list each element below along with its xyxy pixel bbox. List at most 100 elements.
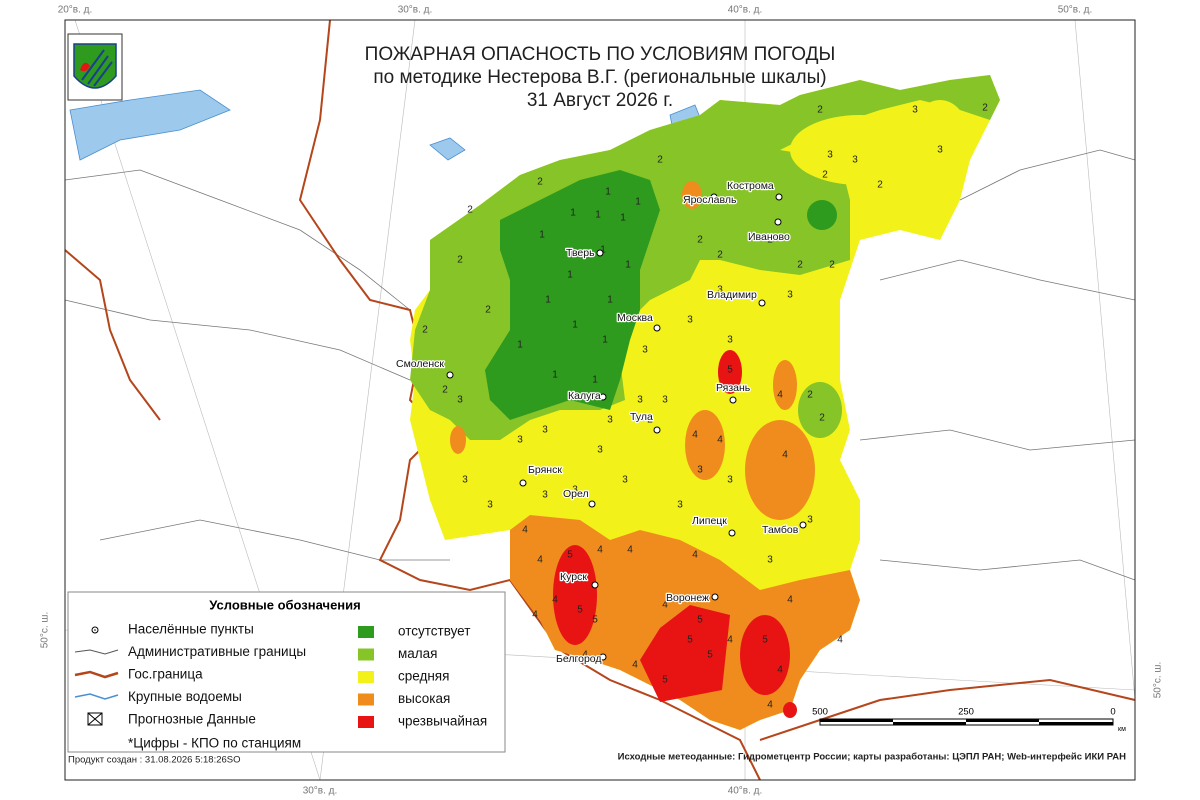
station-value: 2 xyxy=(822,170,828,181)
station-value: 2 xyxy=(647,415,653,426)
station-value: 1 xyxy=(592,375,598,386)
scale-label: 0 xyxy=(1110,707,1115,718)
danger-zones xyxy=(410,75,1000,730)
station-value: 1 xyxy=(595,210,601,221)
zone xyxy=(790,115,930,185)
legend-entry: Прогнозные Данные xyxy=(128,712,256,727)
coord-label: 40°в. д. xyxy=(728,786,763,797)
zone xyxy=(910,100,970,180)
logo xyxy=(67,33,123,101)
station-value: 3 xyxy=(487,500,493,511)
legend-swatch xyxy=(358,693,374,706)
station-value: 2 xyxy=(797,260,803,271)
city-marker xyxy=(711,593,719,601)
station-value: 3 xyxy=(912,105,918,116)
legend-entry: высокая xyxy=(398,691,450,706)
city-marker xyxy=(758,299,766,307)
station-value: 1 xyxy=(545,295,551,306)
station-value: 2 xyxy=(807,390,813,401)
title-line: 31 Август 2026 г. xyxy=(527,90,673,111)
station-value: 3 xyxy=(727,335,733,346)
city-name: Ярославль xyxy=(683,194,737,206)
station-value: 2 xyxy=(717,250,723,261)
station-value: 4 xyxy=(627,545,633,556)
station-value: 3 xyxy=(597,445,603,456)
station-value: 1 xyxy=(552,370,558,381)
station-value: 3 xyxy=(542,425,548,436)
title: ПОЖАРНАЯ ОПАСНОСТЬ ПО УСЛОВИЯМ ПОГОДЫ по… xyxy=(365,44,836,111)
zone xyxy=(773,360,797,410)
station-value: 3 xyxy=(677,500,683,511)
coord-label: 50°с. ш. xyxy=(40,612,51,648)
coord-label: 30°в. д. xyxy=(398,5,433,16)
city-name: Калуга xyxy=(568,390,601,402)
city-name: Тамбов xyxy=(762,524,799,536)
station-value: 4 xyxy=(787,595,793,606)
zone xyxy=(807,200,837,230)
city-marker xyxy=(519,479,527,487)
station-value: 3 xyxy=(457,395,463,406)
station-value: 3 xyxy=(517,435,523,446)
city-name: Липецк xyxy=(692,515,727,527)
station-value: 4 xyxy=(782,450,788,461)
station-value: 1 xyxy=(572,320,578,331)
station-value: 2 xyxy=(485,305,491,316)
scale-unit: км xyxy=(1118,726,1126,733)
legend-entry: малая xyxy=(398,646,438,661)
station-value: 5 xyxy=(592,615,598,626)
graticule-labels: 20°в. д. 30°в. д. 40°в. д. 50°в. д. 30°в… xyxy=(40,5,1164,797)
city-marker xyxy=(710,193,718,201)
city-marker xyxy=(653,426,661,434)
station-value: 4 xyxy=(582,650,588,661)
legend-swatch xyxy=(358,716,374,728)
station-value: 4 xyxy=(662,600,668,611)
station-value: 4 xyxy=(727,635,733,646)
station-value: 2 xyxy=(767,235,773,246)
legend-entry: Крупные водоемы xyxy=(128,689,242,704)
zone xyxy=(685,410,725,480)
station-value: 2 xyxy=(657,155,663,166)
city-marker xyxy=(446,371,454,379)
station-value: 3 xyxy=(937,145,943,156)
city-name: Орел xyxy=(563,488,589,500)
station-value: 5 xyxy=(687,635,693,646)
coord-label: 20°в. д. xyxy=(58,5,93,16)
station-value: 3 xyxy=(462,475,468,486)
station-value: 1 xyxy=(620,213,626,224)
city-name: Владимир xyxy=(707,289,757,301)
station-value: 2 xyxy=(422,325,428,336)
station-value: 5 xyxy=(727,365,733,376)
station-value: 4 xyxy=(632,660,638,671)
zone xyxy=(740,615,790,695)
legend-box xyxy=(67,591,506,753)
station-value: 3 xyxy=(662,395,668,406)
station-value: 3 xyxy=(572,485,578,496)
station-value: 5 xyxy=(762,635,768,646)
station-value: 5 xyxy=(567,550,573,561)
zone xyxy=(718,350,742,394)
station-value: 3 xyxy=(697,465,703,476)
station-value: 2 xyxy=(697,235,703,246)
legend-swatch xyxy=(358,671,374,683)
station-value: 4 xyxy=(692,430,698,441)
city-marker xyxy=(588,500,596,508)
station-value: 5 xyxy=(577,605,583,616)
station-value: 5 xyxy=(707,650,713,661)
station-value: 2 xyxy=(467,205,473,216)
zone xyxy=(798,382,842,438)
station-value: 2 xyxy=(442,385,448,396)
legend-entry: чрезвычайная xyxy=(398,714,487,729)
city-marker xyxy=(591,581,599,589)
station-value: 4 xyxy=(537,555,543,566)
scale-label: 500 xyxy=(812,707,828,718)
station-value: 2 xyxy=(537,177,543,188)
station-value: 3 xyxy=(807,515,813,526)
station-value: 3 xyxy=(637,395,643,406)
station-value: 3 xyxy=(827,150,833,161)
station-value: 2 xyxy=(982,103,988,114)
legend-entry: Административные границы xyxy=(128,644,306,659)
station-value: 4 xyxy=(777,390,783,401)
coord-label: 30°в. д. xyxy=(303,786,338,797)
